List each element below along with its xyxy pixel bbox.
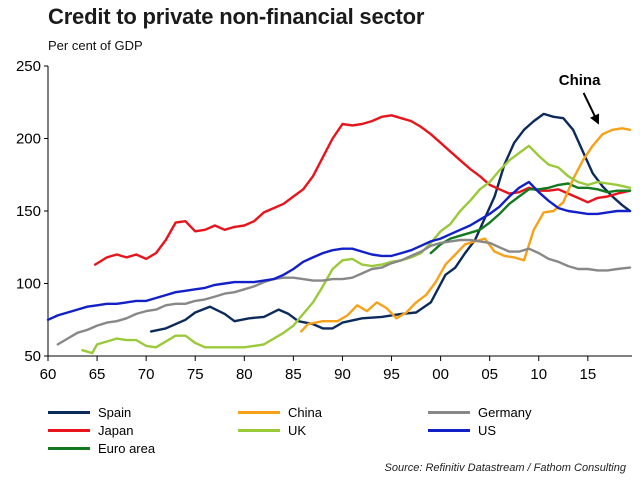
legend-item-us: US	[428, 421, 496, 439]
legend-swatch	[48, 446, 90, 450]
legend-label: UK	[288, 422, 307, 438]
series-line-china	[300, 127, 632, 333]
legend-item-uk: UK	[238, 421, 306, 439]
y-tick-label: 50	[24, 348, 41, 365]
legend-item-china: China	[238, 403, 322, 421]
series-line-japan	[93, 114, 632, 266]
x-tick-label: 85	[285, 366, 302, 383]
legend-swatch	[238, 410, 280, 414]
y-axis-label: Per cent of GDP	[48, 38, 143, 53]
y-tick-label: 200	[16, 131, 41, 148]
legend-item-germany: Germany	[428, 403, 531, 421]
x-tick-label: 10	[530, 366, 547, 383]
chart-legend: Spain China Germany Japan UK US Euro area	[48, 403, 608, 461]
x-tick-label: 05	[481, 366, 498, 383]
x-tick-label: 00	[432, 366, 449, 383]
legend-item-spain: Spain	[48, 403, 131, 421]
annotation-label: China	[559, 72, 601, 89]
series-line-germany	[56, 238, 632, 346]
y-tick-label: 250	[16, 58, 41, 75]
source-note: Source: Refinitiv Datastream / Fathom Co…	[384, 462, 627, 474]
series-line-spain	[149, 112, 632, 333]
legend-label: US	[478, 422, 497, 438]
legend-item-euro-area: Euro area	[48, 439, 155, 457]
x-tick-label: 15	[579, 366, 596, 383]
legend-swatch	[428, 410, 470, 414]
legend-label: Japan	[98, 422, 134, 438]
annotation-arrow	[582, 92, 600, 125]
legend-label: Germany	[478, 404, 532, 420]
legend-swatch	[48, 410, 90, 414]
line-chart: 50 100 150 200 250 60 65 70 75 80 85 90 95 00 05 10 15 C…	[16, 58, 632, 383]
legend-item-japan: Japan	[48, 421, 133, 439]
legend-label: Euro area	[98, 440, 156, 456]
legend-label: Spain	[98, 404, 132, 420]
x-tick-label: 65	[89, 366, 106, 383]
x-tick-label: 60	[40, 366, 57, 383]
chart-title: Credit to private non-financial sector	[48, 4, 425, 29]
y-tick-label: 100	[16, 276, 41, 293]
y-tick-label: 150	[16, 203, 41, 220]
x-tick-label: 90	[334, 366, 351, 383]
legend-swatch	[48, 428, 90, 432]
legend-label: China	[288, 404, 322, 420]
x-tick-label: 70	[138, 366, 155, 383]
legend-swatch	[238, 428, 280, 432]
x-tick-label: 95	[383, 366, 400, 383]
x-tick-label: 80	[236, 366, 253, 383]
legend-swatch	[428, 428, 470, 432]
series-line-euro-area	[429, 182, 632, 255]
series-line-uk	[81, 144, 632, 355]
series-line-us	[46, 180, 632, 321]
x-tick-label: 75	[187, 366, 204, 383]
